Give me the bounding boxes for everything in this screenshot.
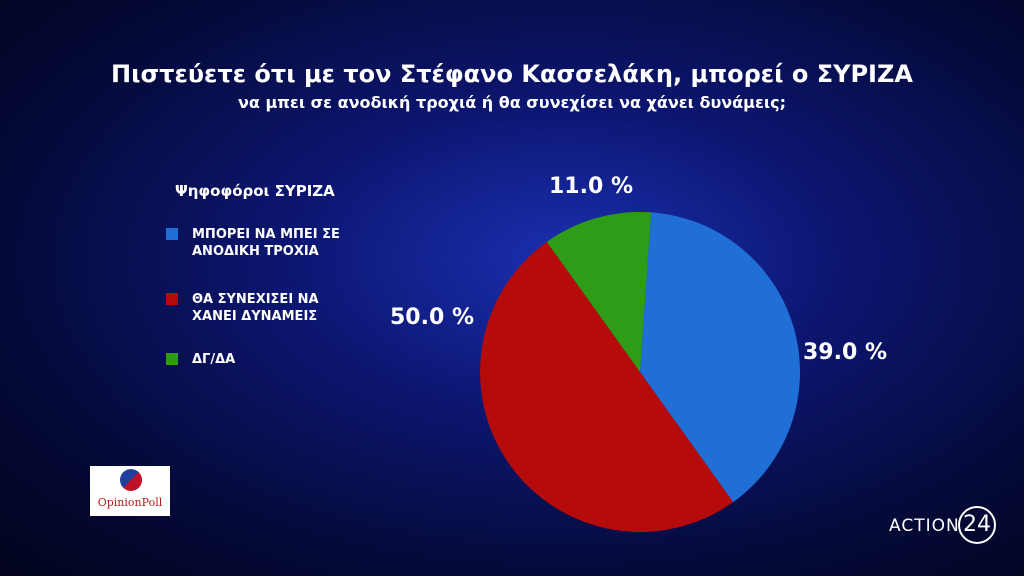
legend-swatch — [166, 353, 178, 365]
value-label: 50.0 % — [390, 305, 474, 330]
pie-slice — [546, 212, 652, 372]
source-logo: OpinionPoll — [90, 466, 170, 516]
pie-slice — [640, 212, 800, 503]
channel-number: 24 — [958, 506, 996, 544]
legend-swatch — [166, 293, 178, 305]
legend-swatch — [166, 228, 178, 240]
legend-label: ΔΓ/ΔΑ — [192, 352, 236, 367]
channel-name: ACTION — [889, 516, 960, 536]
logo-text: OpinionPoll — [97, 496, 163, 509]
logo-icon — [120, 469, 142, 491]
chart-title: Πιστεύετε ότι με τον Στέφανο Κασσελάκη, … — [111, 60, 913, 88]
legend-label: ΜΠΟΡΕΙ ΝΑ ΜΠΕΙ ΣΕ ΑΝΟΔΙΚΗ ΤΡΟΧΙΑ — [192, 227, 340, 259]
value-label: 11.0 % — [549, 174, 633, 199]
pie-slice — [480, 241, 734, 532]
legend-label: ΘΑ ΣΥΝΕΧΙΣΕΙ ΝΑ ΧΑΝΕΙ ΔΥΝΑΜΕΙΣ — [192, 292, 319, 324]
value-label: 39.0 % — [803, 340, 887, 365]
chart-subtitle: να μπει σε ανοδική τροχιά ή θα συνεχίσει… — [238, 93, 786, 112]
legend-title: Ψηφοφόροι ΣΥΡΙΖΑ — [175, 182, 335, 200]
